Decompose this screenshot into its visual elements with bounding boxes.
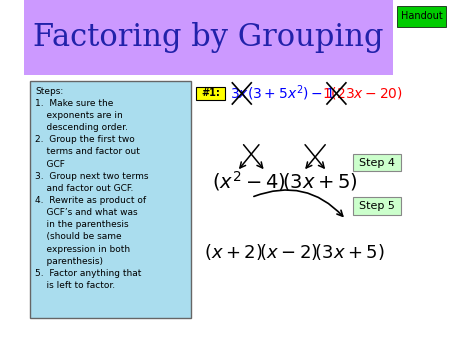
Text: $1(23x-20)$: $1(23x-20)$	[322, 86, 403, 101]
Text: Handout: Handout	[401, 11, 442, 21]
FancyBboxPatch shape	[24, 0, 393, 75]
Text: $\left(x+2\right)\!\left(x-2\right)\!\left(3x+5\right)$: $\left(x+2\right)\!\left(x-2\right)\!\le…	[204, 242, 385, 262]
Text: Step 5: Step 5	[359, 201, 395, 211]
FancyBboxPatch shape	[353, 154, 401, 171]
Text: Steps:
1.  Make sure the
    exponents are in
    descending order.
2.  Group th: Steps: 1. Make sure the exponents are in…	[36, 87, 149, 290]
Text: Factoring by Grouping: Factoring by Grouping	[33, 22, 384, 53]
FancyBboxPatch shape	[397, 6, 446, 27]
Text: $\left(x^2-4\right)\!\left(3x+5\right)$: $\left(x^2-4\right)\!\left(3x+5\right)$	[212, 169, 357, 193]
Text: $3x(3+5x^2)-1$: $3x(3+5x^2)-1$	[230, 83, 335, 103]
FancyBboxPatch shape	[196, 87, 225, 100]
FancyBboxPatch shape	[30, 81, 191, 318]
Text: Step 4: Step 4	[359, 158, 395, 168]
Text: #1:: #1:	[201, 89, 220, 98]
FancyBboxPatch shape	[353, 197, 401, 215]
